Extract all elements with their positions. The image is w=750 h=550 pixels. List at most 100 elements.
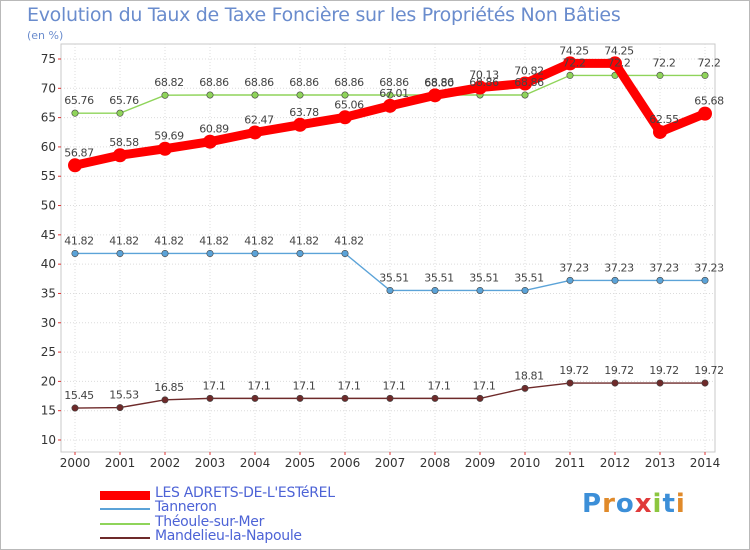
series-3	[71, 379, 709, 412]
data-label: 68.86	[289, 76, 319, 89]
data-label: 17.1	[338, 379, 361, 392]
data-label: 17.1	[383, 379, 406, 392]
x-tick-label: 2010	[510, 456, 541, 470]
data-label: 17.1	[293, 379, 316, 392]
series-2	[71, 71, 709, 117]
data-label: 67.01	[379, 87, 409, 100]
data-label: 35.51	[379, 271, 409, 284]
data-point	[116, 249, 124, 257]
data-label: 68.80	[424, 76, 454, 89]
data-point	[701, 276, 709, 284]
data-point	[566, 379, 574, 387]
data-label: 68.86	[244, 76, 274, 89]
x-tick-label: 2011	[555, 456, 586, 470]
data-point	[521, 286, 529, 294]
data-label: 70.82	[514, 65, 544, 78]
x-tick-label: 2003	[195, 456, 226, 470]
data-label: 74.25	[604, 44, 634, 57]
data-label: 37.23	[694, 261, 724, 274]
data-point	[206, 249, 214, 257]
x-tick-label: 2005	[285, 456, 316, 470]
data-label: 37.23	[649, 261, 679, 274]
data-point	[566, 276, 574, 284]
x-tick-label: 2008	[420, 456, 451, 470]
data-label: 19.72	[604, 364, 634, 377]
data-point	[116, 109, 124, 117]
data-label: 68.86	[424, 76, 454, 89]
data-label: 37.23	[604, 261, 634, 274]
x-tick-label: 2001	[105, 456, 136, 470]
y-tick-label: 10	[41, 433, 56, 447]
data-point	[113, 148, 127, 163]
data-label: 68.86	[379, 76, 409, 89]
data-label: 19.72	[694, 364, 724, 377]
data-label: 68.86	[199, 76, 229, 89]
data-point	[341, 394, 349, 402]
x-tick-label: 2014	[690, 456, 721, 470]
data-point	[206, 91, 214, 99]
data-point	[656, 379, 664, 387]
legend-label: Tanneron	[155, 499, 217, 515]
data-label: 18.81	[514, 369, 544, 382]
x-tick-label: 2000	[60, 456, 91, 470]
data-label: 62.47	[244, 113, 274, 126]
y-tick-label: 60	[41, 140, 56, 154]
data-point	[386, 394, 394, 402]
data-label: 65.68	[694, 95, 724, 108]
legend-label: LES ADRETS-DE-L'ESTéREL	[155, 485, 335, 501]
data-point	[611, 379, 619, 387]
data-point	[341, 91, 349, 99]
data-point	[161, 396, 169, 404]
series-0	[68, 56, 712, 173]
data-point	[521, 384, 529, 392]
legend-swatch	[100, 508, 150, 510]
data-label: 15.45	[64, 389, 94, 402]
legend-swatch	[100, 523, 150, 525]
data-label: 65.06	[334, 98, 364, 111]
chart-title: Evolution du Taux de Taxe Foncière sur l…	[27, 4, 621, 26]
data-label: 63.78	[289, 106, 319, 119]
data-point	[611, 276, 619, 284]
data-label: 41.82	[244, 234, 274, 247]
x-tick-label: 2012	[600, 456, 631, 470]
data-label: 37.23	[559, 261, 589, 274]
data-point	[701, 71, 709, 79]
data-point	[116, 404, 124, 412]
data-point	[296, 91, 304, 99]
y-tick-label: 55	[41, 169, 56, 183]
data-label: 58.58	[109, 136, 139, 149]
data-label: 41.82	[334, 234, 364, 247]
series-1	[71, 249, 709, 294]
y-tick-label: 35	[41, 286, 56, 300]
legend-swatch	[100, 491, 150, 500]
data-point	[563, 56, 577, 71]
data-point	[383, 98, 397, 113]
data-label: 68.86	[469, 76, 499, 89]
y-tick-label: 45	[41, 228, 56, 242]
data-label: 17.1	[473, 379, 496, 392]
data-label: 68.86	[334, 76, 364, 89]
data-point	[338, 110, 352, 125]
y-tick-label: 70	[41, 81, 56, 95]
y-tick-label: 75	[41, 52, 56, 66]
data-point	[476, 286, 484, 294]
data-label: 15.53	[109, 389, 139, 402]
data-point	[251, 249, 259, 257]
data-point	[341, 249, 349, 257]
y-unit-label: (en %)	[27, 29, 64, 42]
data-point	[203, 134, 217, 149]
x-tick-label: 2002	[150, 456, 181, 470]
x-tick-label: 2013	[645, 456, 676, 470]
y-tick-label: 25	[41, 345, 56, 359]
y-tick-label: 15	[41, 404, 56, 418]
data-point	[518, 76, 532, 91]
data-point	[476, 394, 484, 402]
data-label: 41.82	[154, 234, 184, 247]
data-label: 35.51	[469, 271, 499, 284]
data-point	[653, 124, 667, 139]
data-point	[521, 91, 529, 99]
data-label: 41.82	[64, 234, 94, 247]
y-tick-label: 40	[41, 257, 56, 271]
x-tick-label: 2007	[375, 456, 406, 470]
